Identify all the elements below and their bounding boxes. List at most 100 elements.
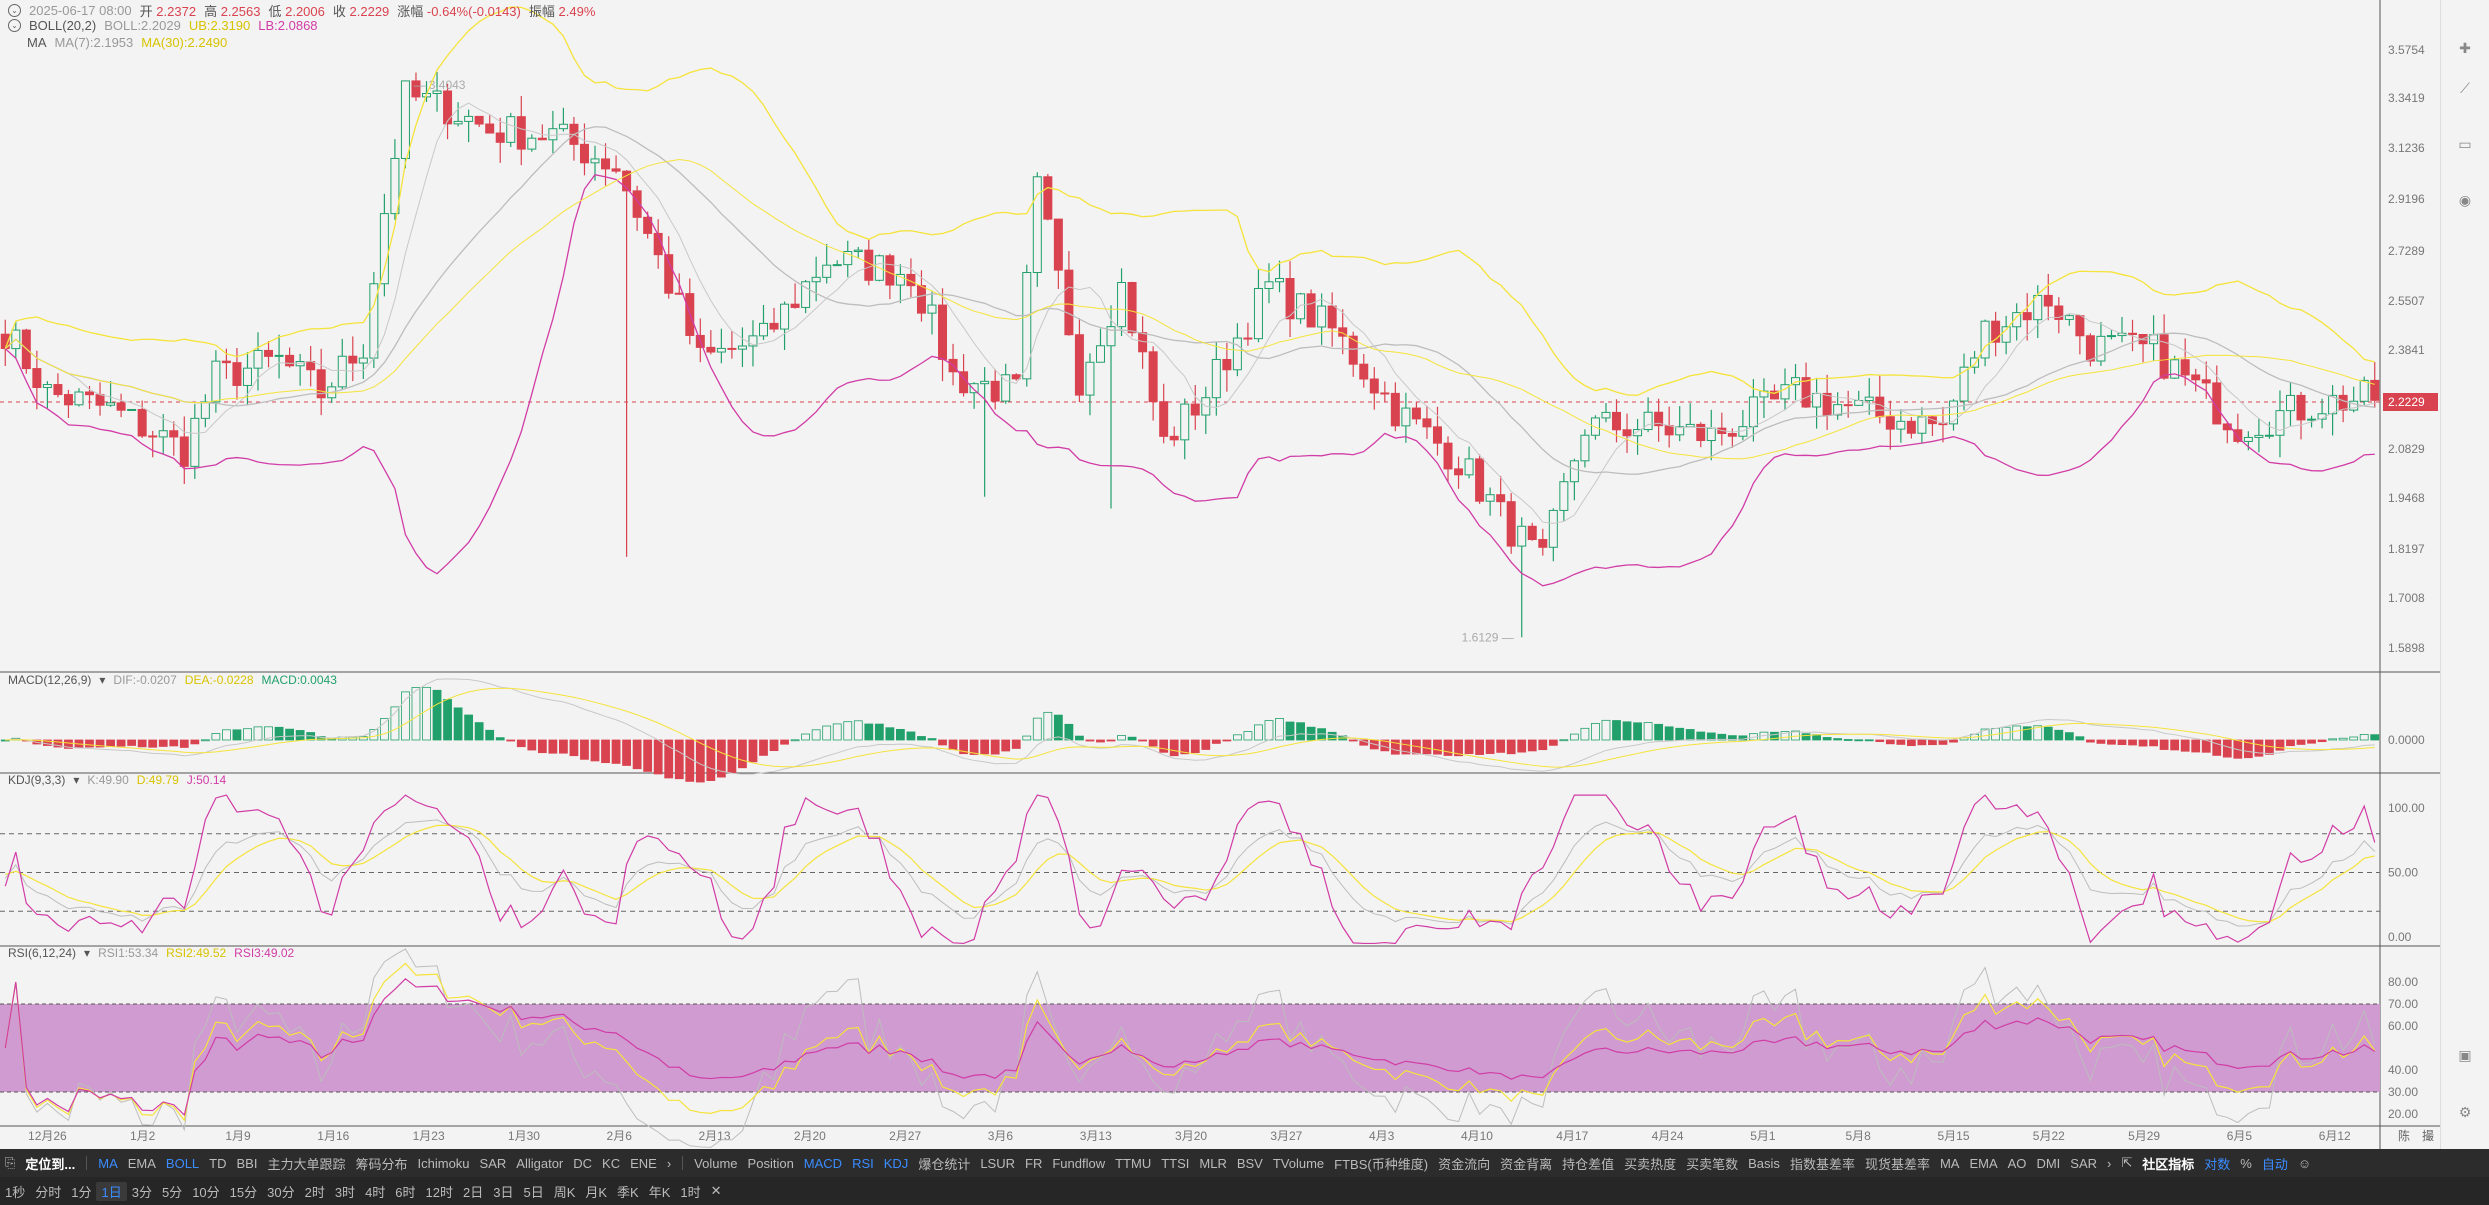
log-scale-toggle[interactable]: 对数: [2204, 1156, 2231, 1172]
sub-indicator-ttsi[interactable]: TTSI: [1161, 1155, 1190, 1171]
main-indicator-chips[interactable]: 筹码分布: [355, 1156, 408, 1172]
main-indicator-sar[interactable]: SAR: [479, 1155, 507, 1171]
timeframe-4[interactable]: 3分: [131, 1184, 152, 1200]
percent-scale-toggle[interactable]: %: [2240, 1155, 2252, 1171]
chevron-right-icon[interactable]: ›: [2107, 1155, 2112, 1171]
sub-indicator-tvolume[interactable]: TVolume: [1272, 1155, 1325, 1171]
sub-indicator-fundflow-cn[interactable]: 资金流向: [1438, 1156, 1491, 1172]
sub-indicator-ttmu[interactable]: TTMU: [1115, 1155, 1152, 1171]
sub-indicator-liquidation[interactable]: 爆仓统计: [918, 1156, 971, 1172]
timeframe-19[interactable]: 季K: [617, 1184, 639, 1200]
timeframe-6[interactable]: 10分: [192, 1184, 220, 1200]
timeframe-2[interactable]: 1分: [71, 1184, 92, 1200]
sub-indicator-ma[interactable]: MA: [1939, 1155, 1960, 1171]
main-indicator-boll[interactable]: BOLL: [165, 1155, 200, 1171]
timeframe-17[interactable]: 周K: [553, 1184, 576, 1200]
sub-indicator-ema[interactable]: EMA: [1969, 1155, 1998, 1171]
locate-button[interactable]: 定位到...: [25, 1156, 76, 1172]
dropdown-icon[interactable]: ▾: [73, 773, 80, 787]
timeframe-15[interactable]: 3日: [493, 1184, 514, 1200]
sub-indicator-heat[interactable]: 买卖热度: [1624, 1156, 1677, 1172]
sub-indicator-oi-diff[interactable]: 持仓差值: [1562, 1156, 1615, 1172]
dropdown-icon[interactable]: ▾: [84, 946, 91, 960]
x-tick-label: 5月8: [1846, 1129, 1872, 1143]
boll-label[interactable]: BOLL(20,2): [29, 18, 97, 33]
kdj-label[interactable]: KDJ(9,3,3): [8, 773, 66, 787]
sub-indicator-rsi[interactable]: RSI: [852, 1155, 874, 1171]
dropdown-icon[interactable]: ▾: [99, 673, 106, 687]
timeframe-5[interactable]: 5分: [161, 1184, 183, 1200]
timeframe-0[interactable]: 1秒: [5, 1184, 26, 1200]
sub-indicator-fundflow[interactable]: Fundflow: [1052, 1155, 1106, 1171]
close-icon[interactable]: ✕: [710, 1183, 722, 1198]
chart-canvas[interactable]: 3.5754 3.3419 3.1236 2.9196 2.7289 2.5507 2.38…: [0, 0, 2440, 1149]
candle-body: [1443, 442, 1453, 470]
sub-indicator-kdj[interactable]: KDJ: [883, 1155, 909, 1171]
layout-icon[interactable]: ▣: [2458, 1047, 2472, 1063]
sub-indicator-position[interactable]: Position: [747, 1155, 794, 1171]
candle-body: [748, 335, 758, 347]
rsi-label[interactable]: RSI(6,12,24): [8, 946, 77, 960]
timeframe-9[interactable]: 2时: [304, 1184, 325, 1200]
sub-indicator-ao[interactable]: AO: [2007, 1155, 2027, 1171]
crosshair-icon[interactable]: ✚: [2459, 40, 2471, 56]
sub-indicator-dmi[interactable]: DMI: [2036, 1155, 2061, 1171]
settings-icon[interactable]: ⚙: [2458, 1104, 2472, 1120]
sub-indicator-spot-basis[interactable]: 现货基差率: [1864, 1156, 1930, 1172]
sub-indicator-basis[interactable]: Basis: [1748, 1155, 1780, 1171]
locate-icon[interactable]: ⎘: [5, 1155, 16, 1170]
sub-indicator-divergence[interactable]: 资金背离: [1500, 1156, 1553, 1172]
price-tick: 3.1236: [2388, 141, 2425, 155]
timeframe-21[interactable]: 1时: [680, 1184, 701, 1200]
sub-indicator-ftbs[interactable]: FTBS(币种维度): [1334, 1156, 1429, 1172]
timeframe-3[interactable]: 1日: [96, 1181, 127, 1201]
ruler-icon[interactable]: ▭: [2458, 136, 2472, 152]
ma-label[interactable]: MA: [27, 35, 47, 50]
main-indicator-ichimoku[interactable]: Ichimoku: [417, 1155, 470, 1171]
timeframe-11[interactable]: 4时: [365, 1184, 386, 1200]
timeframe-12[interactable]: 6时: [395, 1184, 416, 1200]
timeframe-16[interactable]: 5日: [523, 1184, 544, 1200]
timeframe-1[interactable]: 分时: [35, 1184, 62, 1200]
sub-indicator-lsur[interactable]: LSUR: [980, 1155, 1016, 1171]
sub-indicator-fr[interactable]: FR: [1025, 1155, 1043, 1171]
timeframe-20[interactable]: 年K: [648, 1184, 671, 1200]
community-indicators[interactable]: 社区指标: [2142, 1156, 2195, 1172]
sub-indicator-bsv[interactable]: BSV: [1236, 1155, 1263, 1171]
timeframe-13[interactable]: 12时: [425, 1184, 453, 1200]
sub-indicator-volume[interactable]: Volume: [694, 1155, 738, 1171]
main-indicator-td[interactable]: TD: [209, 1155, 227, 1171]
sub-indicator-macd[interactable]: MACD: [803, 1155, 843, 1171]
timeframe-7[interactable]: 15分: [229, 1184, 258, 1200]
macd-bar: [2085, 739, 2095, 743]
robot-icon[interactable]: ☺: [2297, 1155, 2312, 1171]
collapse-icon[interactable]: ⌄: [8, 19, 21, 32]
sub-indicator-sar[interactable]: SAR: [2070, 1155, 2098, 1171]
main-indicator-dc[interactable]: DC: [573, 1155, 593, 1171]
main-indicator-ma[interactable]: MA: [98, 1155, 118, 1171]
main-indicator-kc[interactable]: KC: [602, 1155, 621, 1171]
main-indicator-bbi[interactable]: BBI: [236, 1155, 258, 1171]
auto-scale-toggle[interactable]: 自动: [2261, 1156, 2288, 1172]
sub-indicator-index-basis[interactable]: 指数基差率: [1789, 1156, 1855, 1172]
sub-indicator-trades[interactable]: 买卖笔数: [1686, 1156, 1739, 1172]
chevron-right-icon[interactable]: ›: [666, 1155, 672, 1171]
macd-label[interactable]: MACD(12,26,9): [8, 673, 92, 687]
macd-bar: [495, 737, 505, 741]
timeframe-14[interactable]: 2日: [463, 1184, 484, 1200]
macd-bar: [1643, 722, 1653, 741]
trendline-icon[interactable]: ⟋: [2460, 80, 2470, 96]
macd-bar: [1949, 739, 1958, 743]
timeframe-10[interactable]: 3时: [334, 1184, 356, 1200]
collapse-icon[interactable]: ⌄: [8, 4, 21, 17]
timeframe-18[interactable]: 月K: [585, 1184, 608, 1200]
main-indicator-bigorder[interactable]: 主力大单跟踪: [267, 1156, 346, 1172]
main-indicator-ema[interactable]: EMA: [127, 1155, 156, 1171]
timeframe-8[interactable]: 30分: [267, 1184, 295, 1200]
candle-body: [32, 368, 42, 389]
eye-icon[interactable]: ◉: [2458, 192, 2472, 208]
sub-indicator-mlr[interactable]: MLR: [1199, 1155, 1227, 1171]
main-indicator-alligator[interactable]: Alligator: [516, 1155, 564, 1171]
external-link-icon[interactable]: ⇱: [2121, 1155, 2133, 1170]
main-indicator-ene[interactable]: ENE: [630, 1155, 657, 1171]
